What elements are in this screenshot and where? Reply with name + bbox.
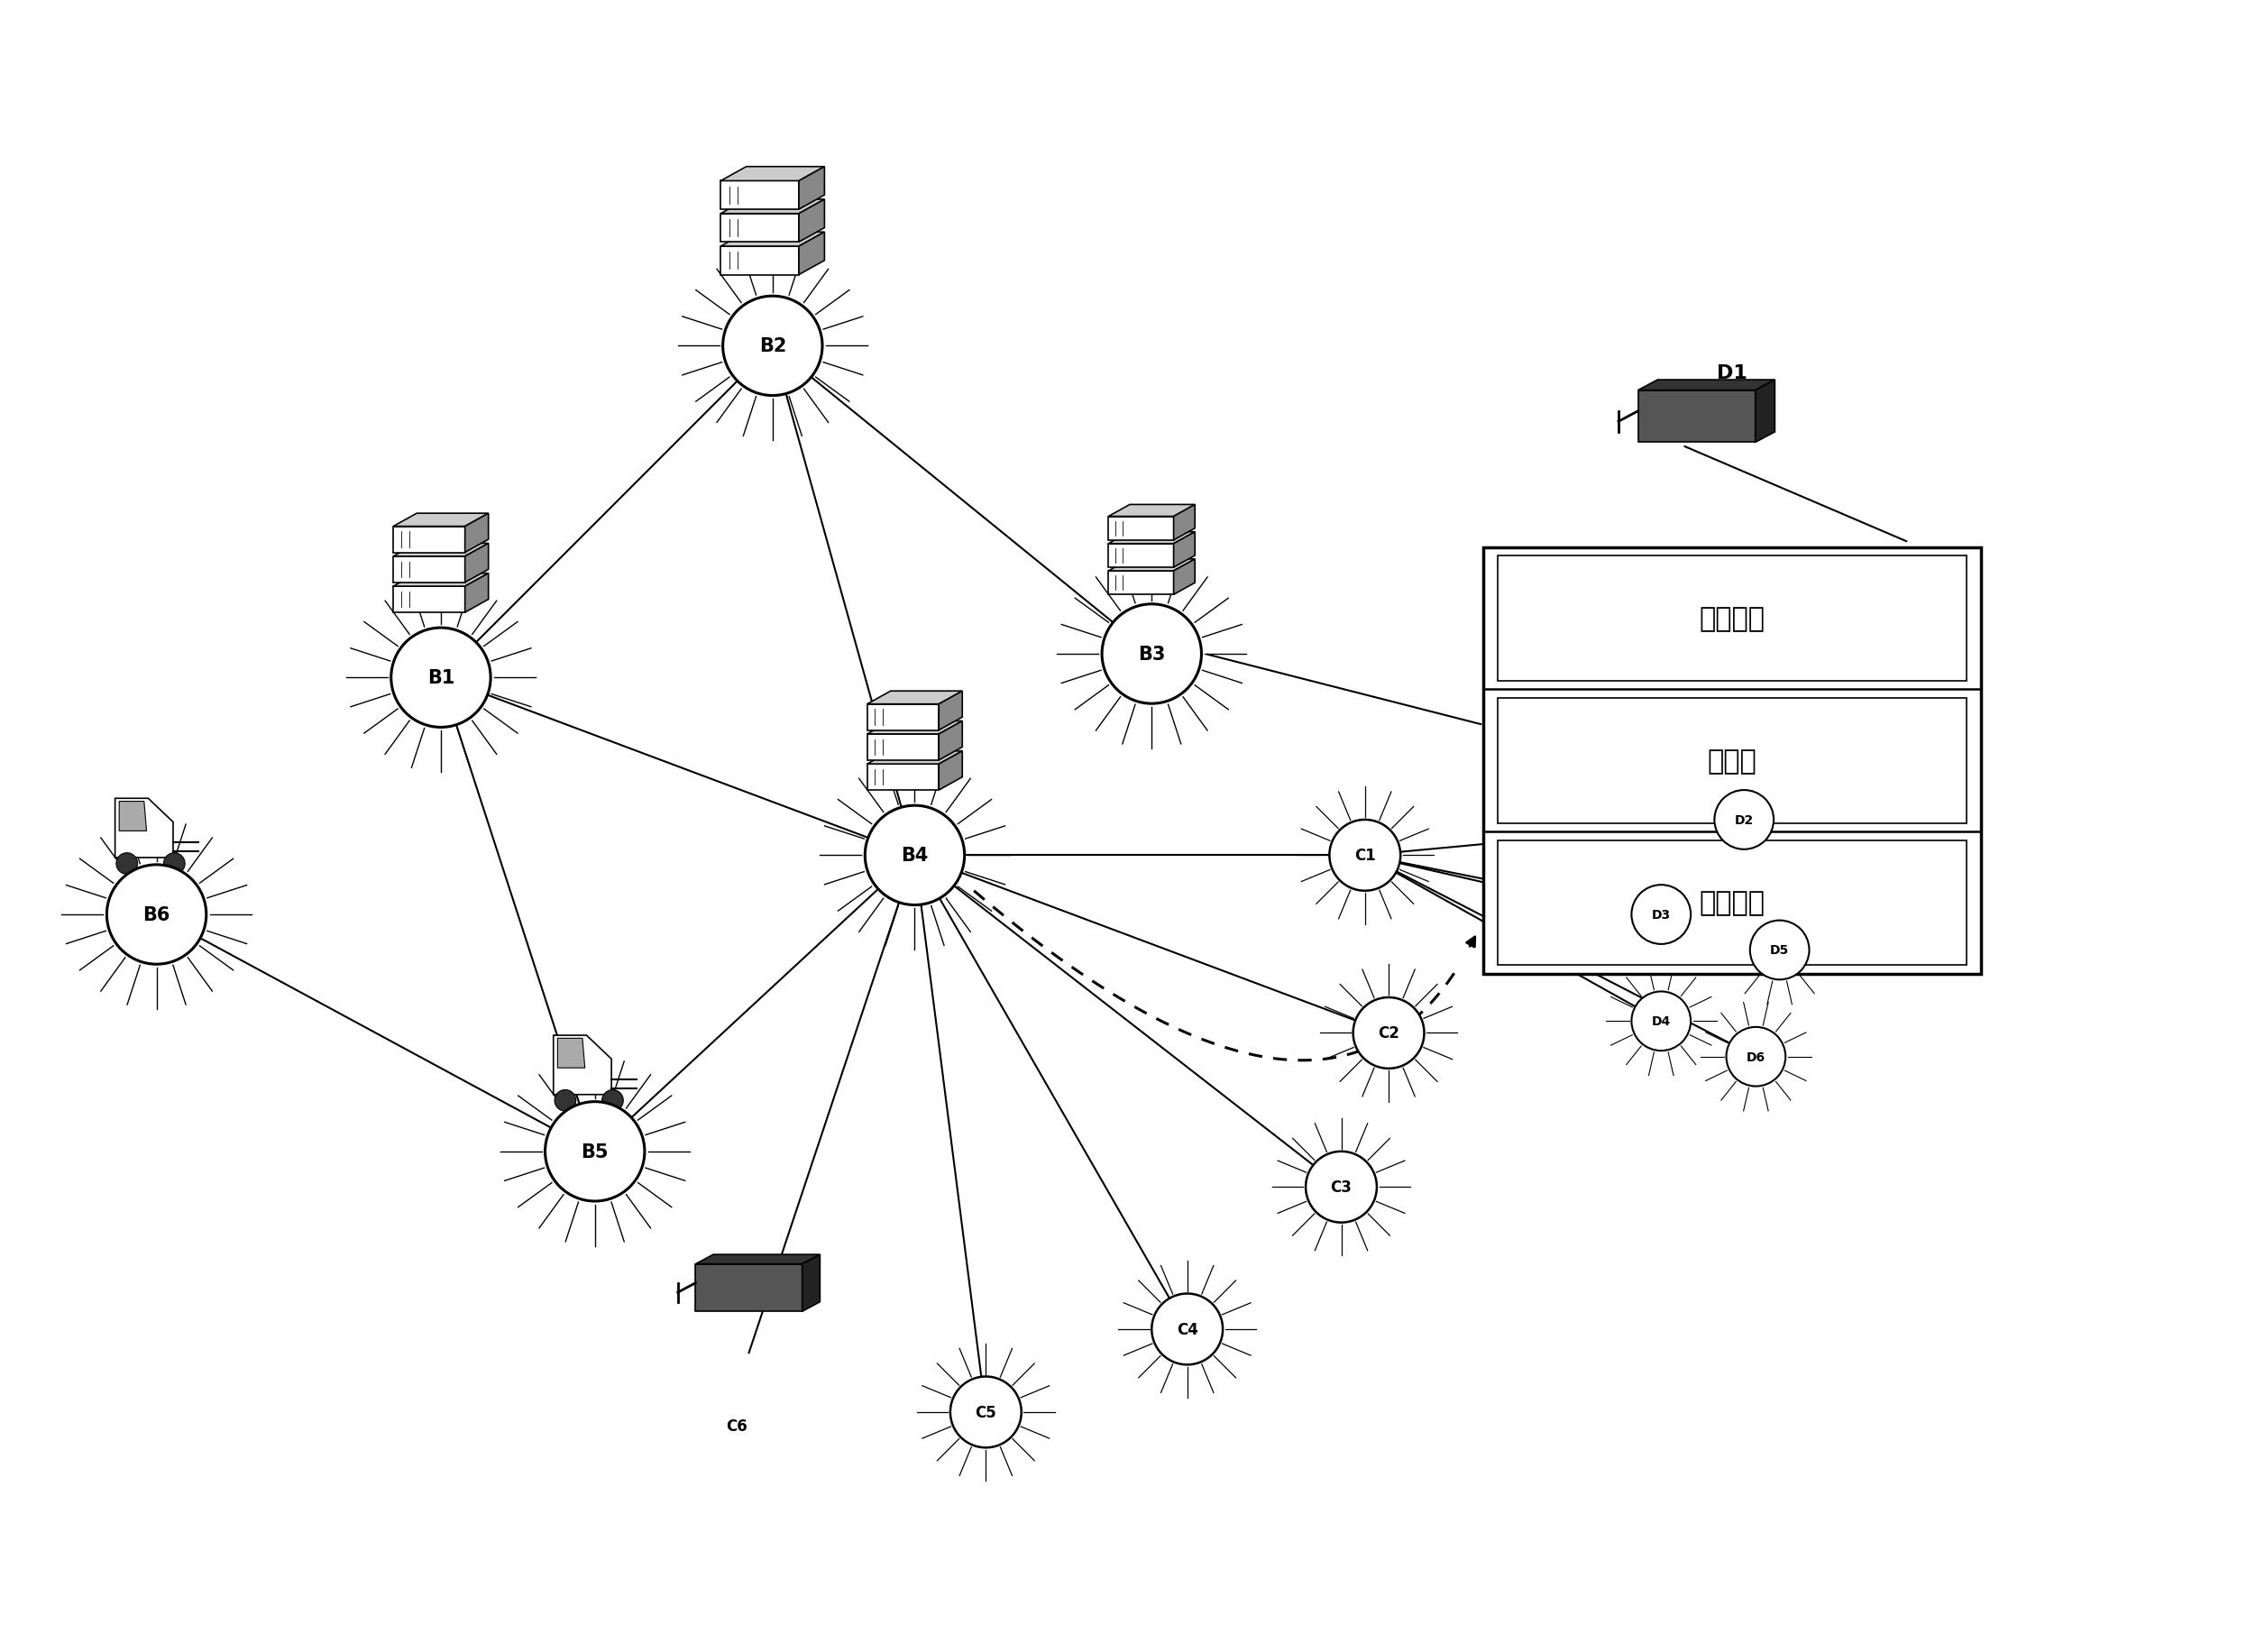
- Polygon shape: [465, 544, 487, 583]
- Circle shape: [165, 852, 185, 874]
- Bar: [1498, 841, 1967, 965]
- Text: 存储器: 存储器: [1708, 748, 1757, 773]
- Polygon shape: [465, 514, 487, 553]
- Circle shape: [390, 628, 490, 729]
- Circle shape: [1101, 605, 1202, 704]
- Polygon shape: [393, 527, 465, 553]
- Polygon shape: [1108, 517, 1173, 540]
- Polygon shape: [1173, 560, 1196, 595]
- Polygon shape: [720, 182, 799, 210]
- Circle shape: [546, 1102, 645, 1201]
- Text: B6: B6: [142, 905, 169, 923]
- Text: C1: C1: [1354, 847, 1376, 864]
- Circle shape: [602, 1090, 623, 1112]
- Polygon shape: [393, 514, 487, 527]
- Circle shape: [1631, 885, 1690, 945]
- Polygon shape: [720, 233, 823, 246]
- Bar: [1498, 699, 1967, 823]
- Polygon shape: [866, 735, 938, 760]
- Circle shape: [1329, 819, 1401, 890]
- Polygon shape: [553, 1036, 611, 1095]
- Circle shape: [555, 1090, 575, 1112]
- Polygon shape: [695, 1264, 803, 1312]
- Polygon shape: [1638, 380, 1775, 392]
- Polygon shape: [720, 167, 823, 182]
- Circle shape: [1715, 790, 1773, 849]
- Polygon shape: [465, 573, 487, 613]
- Polygon shape: [803, 1254, 819, 1312]
- Polygon shape: [938, 692, 963, 730]
- Polygon shape: [866, 704, 938, 730]
- Circle shape: [1306, 1151, 1376, 1222]
- Polygon shape: [393, 586, 465, 613]
- Text: B5: B5: [582, 1143, 609, 1161]
- Polygon shape: [799, 167, 823, 210]
- Circle shape: [1354, 998, 1424, 1069]
- Polygon shape: [1108, 506, 1196, 517]
- Circle shape: [1751, 920, 1809, 980]
- Polygon shape: [938, 722, 963, 760]
- Polygon shape: [866, 722, 963, 735]
- Circle shape: [1726, 1028, 1784, 1087]
- Text: D5: D5: [1771, 943, 1789, 957]
- Polygon shape: [393, 557, 465, 583]
- Text: 处理单元: 处理单元: [1699, 890, 1764, 917]
- Text: C2: C2: [1378, 1026, 1399, 1041]
- Polygon shape: [1638, 392, 1755, 443]
- Polygon shape: [1173, 506, 1196, 540]
- Circle shape: [722, 297, 823, 396]
- Polygon shape: [393, 573, 487, 586]
- Text: B4: B4: [900, 846, 929, 864]
- Polygon shape: [115, 800, 174, 857]
- Text: D3: D3: [1651, 909, 1672, 922]
- Polygon shape: [695, 1254, 819, 1264]
- Circle shape: [117, 852, 138, 874]
- Circle shape: [864, 806, 966, 905]
- Polygon shape: [799, 233, 823, 276]
- Polygon shape: [393, 544, 487, 557]
- Text: D2: D2: [1735, 814, 1753, 826]
- Polygon shape: [1173, 532, 1196, 568]
- Text: D1: D1: [1717, 363, 1748, 382]
- Text: 通信单元: 通信单元: [1699, 606, 1764, 631]
- Text: C5: C5: [975, 1404, 997, 1421]
- Polygon shape: [866, 765, 938, 790]
- Polygon shape: [1108, 544, 1173, 568]
- Polygon shape: [799, 200, 823, 243]
- Polygon shape: [1755, 380, 1775, 443]
- Bar: [1498, 557, 1967, 681]
- Polygon shape: [866, 692, 963, 704]
- Circle shape: [106, 866, 205, 965]
- Text: B3: B3: [1137, 646, 1166, 664]
- Polygon shape: [1108, 532, 1196, 544]
- Bar: [1484, 548, 1981, 975]
- Polygon shape: [938, 752, 963, 790]
- Polygon shape: [866, 752, 963, 765]
- Polygon shape: [120, 801, 147, 831]
- Polygon shape: [720, 200, 823, 215]
- Polygon shape: [1108, 560, 1196, 572]
- Circle shape: [950, 1376, 1022, 1447]
- Polygon shape: [557, 1039, 584, 1069]
- Polygon shape: [720, 246, 799, 276]
- Text: C3: C3: [1331, 1180, 1351, 1196]
- Text: B2: B2: [758, 337, 787, 355]
- Text: C4: C4: [1175, 1322, 1198, 1338]
- Text: D6: D6: [1746, 1051, 1766, 1064]
- Text: B1: B1: [426, 669, 453, 687]
- Circle shape: [1153, 1294, 1223, 1365]
- Text: D4: D4: [1651, 1014, 1672, 1028]
- Polygon shape: [720, 215, 799, 243]
- Polygon shape: [1108, 572, 1173, 595]
- Text: C6: C6: [726, 1417, 747, 1434]
- Circle shape: [1631, 991, 1690, 1051]
